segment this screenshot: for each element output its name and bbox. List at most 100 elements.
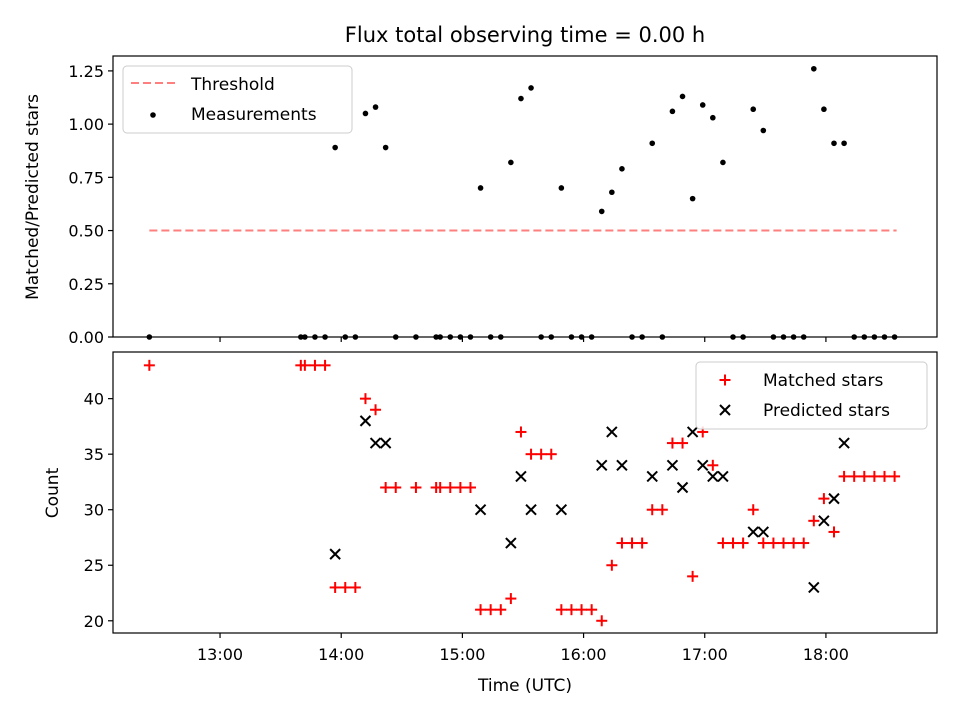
measurement-point xyxy=(699,102,706,108)
bottom-y-tick-label: 30 xyxy=(84,501,104,520)
x-b xyxy=(676,481,689,494)
x-b xyxy=(474,504,487,516)
matched-star-point xyxy=(505,593,517,605)
matched-star-point xyxy=(778,537,790,549)
top-y-tick-label: 1.00 xyxy=(68,115,104,134)
x-b xyxy=(757,526,770,538)
bottom-x-tick-label: 15:00 xyxy=(439,645,485,664)
matched-star-point xyxy=(596,615,608,627)
bottom-x-tick-label: 13:00 xyxy=(197,645,243,664)
predicted-star-point xyxy=(555,504,568,516)
x-b xyxy=(666,459,679,471)
measurement-point xyxy=(720,159,726,166)
legend-predicted-label: Predicted stars xyxy=(763,401,890,421)
legend-threshold-label: Threshold xyxy=(190,75,275,95)
measurement-point xyxy=(382,144,389,151)
predicted-star-point xyxy=(686,426,699,438)
measurement-point xyxy=(518,95,524,102)
matched-star-point xyxy=(299,359,311,371)
top-y-tick-label: 0.25 xyxy=(68,275,104,294)
bottom-legend: Matched stars Predicted stars xyxy=(695,361,928,430)
measurement-point xyxy=(332,144,338,151)
bottom-plot-area: 20 25 30 35 40 13:00 14:00 15:00 16:00 17:00 18:00… xyxy=(84,351,938,664)
top-y-tick-label: 0.50 xyxy=(68,222,104,241)
matched-star-point xyxy=(380,482,392,494)
bottom-plot-frame xyxy=(112,351,938,634)
matched-star-point xyxy=(868,470,880,482)
matched-star-point xyxy=(889,470,901,482)
matched-star-point xyxy=(359,393,371,405)
predicted-star-point xyxy=(606,426,618,438)
x-b xyxy=(329,548,341,560)
matched-star-point xyxy=(858,470,870,482)
measurement-point xyxy=(760,127,767,134)
measurement-point xyxy=(679,93,686,100)
matched-star-point xyxy=(515,426,527,438)
measurement-point xyxy=(558,185,565,191)
matched-star-point xyxy=(687,570,699,582)
matched-star-point xyxy=(390,482,402,494)
matched-star-point xyxy=(464,482,476,494)
matched-star-point xyxy=(495,604,507,616)
measurement-point xyxy=(689,195,696,202)
top-plot-frame xyxy=(112,55,938,338)
predicted-star-point xyxy=(717,470,729,483)
matched-star-point xyxy=(838,470,850,482)
top-chart-title: Flux total observing time = 0.00 h xyxy=(345,23,705,47)
predicted-star-point xyxy=(828,492,840,505)
x-b xyxy=(555,504,568,516)
measurement-point xyxy=(841,140,847,147)
matched-star-point xyxy=(636,537,648,549)
bottom-x-tick-label: 14:00 xyxy=(318,645,364,664)
matched-star-point xyxy=(606,559,618,571)
matched-star-point xyxy=(626,537,638,549)
measurement-point xyxy=(811,65,817,72)
x-b xyxy=(515,470,527,483)
matched-star-point xyxy=(747,504,759,516)
x-b xyxy=(838,437,850,449)
legend-measurements-label: Measurements xyxy=(191,105,317,125)
predicted-star-point xyxy=(666,459,679,471)
matched-star-point xyxy=(717,537,729,549)
top-legend-box xyxy=(122,65,353,134)
legend-matched-swatch xyxy=(719,374,731,386)
x-b xyxy=(697,459,709,471)
matched-star-point xyxy=(707,459,719,471)
measurement-point xyxy=(831,140,837,147)
predicted-star-point xyxy=(379,437,392,449)
measurement-point xyxy=(649,140,656,147)
x-b xyxy=(606,426,618,438)
matched-star-point xyxy=(788,537,800,549)
measurement-point xyxy=(821,106,827,113)
matched-star-point xyxy=(329,581,341,593)
matched-star-point xyxy=(616,537,628,549)
x-b xyxy=(808,581,820,594)
bottom-x-tick-label: 18:00 xyxy=(803,645,849,664)
measurement-point xyxy=(619,166,625,172)
matched-star-point xyxy=(555,604,567,616)
x-b xyxy=(719,404,731,416)
matched-star-point xyxy=(349,581,361,593)
predicted-star-point xyxy=(676,481,689,494)
matched-star-point xyxy=(545,448,557,460)
x-b xyxy=(818,515,830,527)
top-y-axis-label: Matched/Predicted stars xyxy=(23,94,43,300)
legend-measurements-swatch xyxy=(150,112,156,118)
x-b xyxy=(359,415,372,427)
matched-star-point xyxy=(677,437,689,449)
matched-star-point xyxy=(666,437,678,449)
matched-star-point xyxy=(646,504,658,516)
bottom-x-tick-label: 17:00 xyxy=(682,645,728,664)
measurement-point xyxy=(598,208,605,215)
matched-star-point xyxy=(319,359,331,371)
x-b xyxy=(525,504,537,516)
x-b xyxy=(369,437,382,449)
bottom-y-tick-label: 25 xyxy=(84,556,104,575)
x-b xyxy=(646,470,658,483)
measurement-point xyxy=(508,159,514,166)
predicted-star-point xyxy=(525,504,537,516)
matched-star-point xyxy=(737,537,749,549)
top-y-tick-label: 0.00 xyxy=(68,328,104,347)
measurement-point xyxy=(528,85,534,91)
